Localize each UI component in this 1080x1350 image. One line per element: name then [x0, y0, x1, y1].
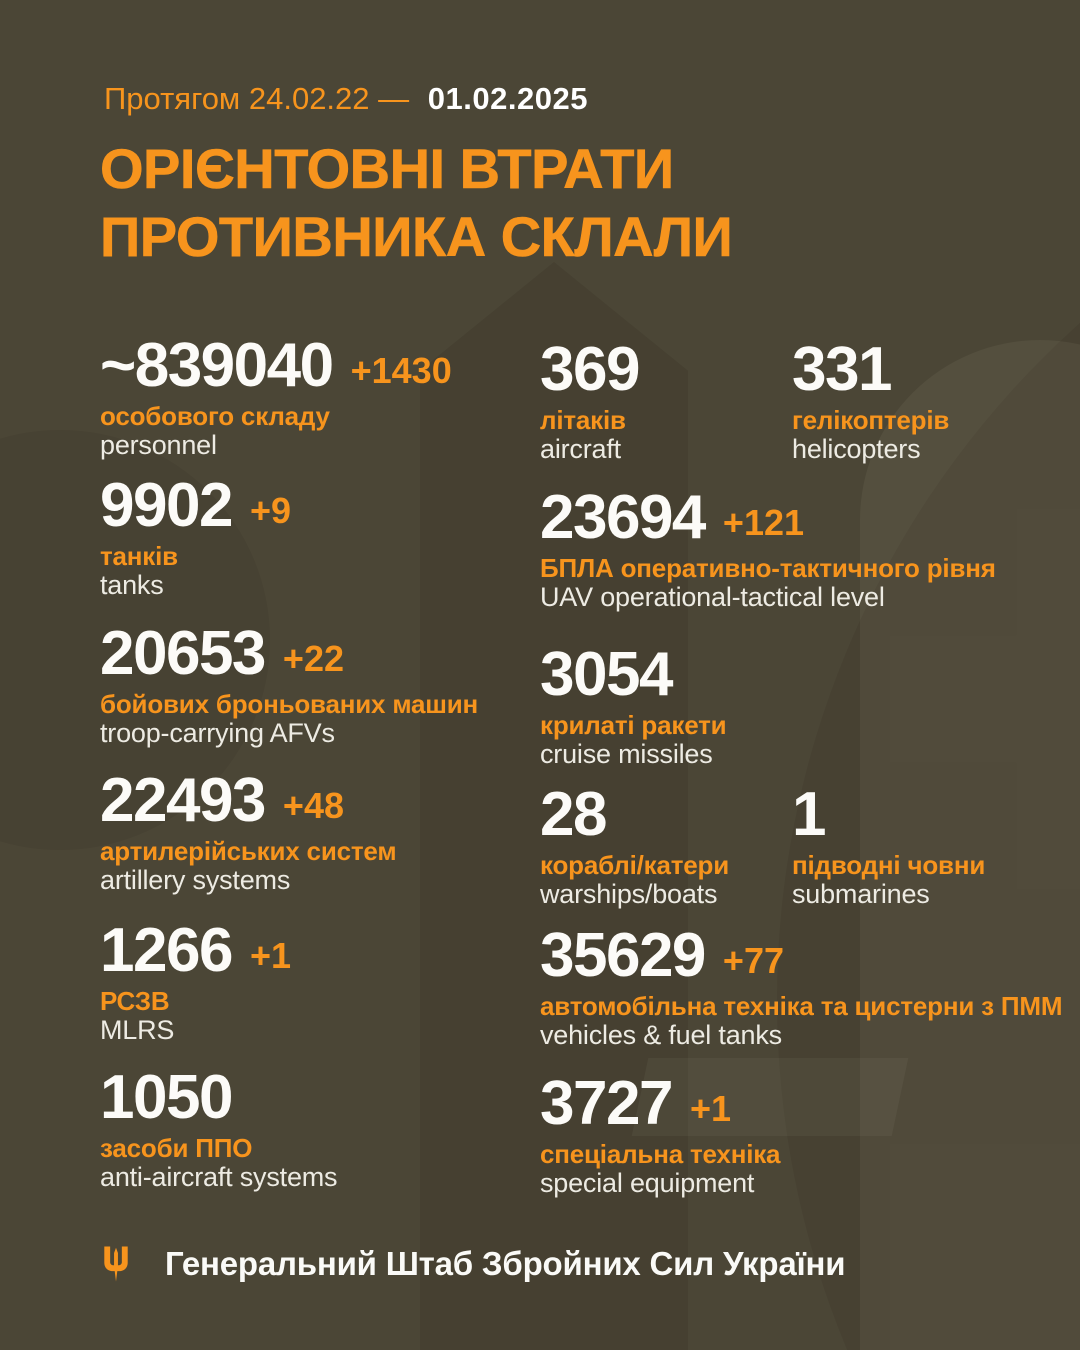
stat-label-en: vehicles & fuel tanks: [540, 1020, 782, 1050]
stat-label-en: personnel: [100, 430, 217, 460]
stat-value: 28: [540, 780, 607, 849]
stat-aircraft: 369 літаків aircraft: [540, 339, 657, 464]
stat-value: 9902: [100, 471, 233, 540]
stat-label-uk: підводні човни: [792, 850, 986, 880]
stat-helicopters: 331 гелікоптерів helicopters: [792, 339, 950, 464]
footer: Генеральний Штаб Збройних Сил України: [103, 1245, 846, 1283]
stat-value: 1050: [100, 1063, 233, 1132]
stat-label-uk: спеціальна техніка: [540, 1139, 781, 1169]
stat-value: 35629: [540, 921, 706, 990]
stat-label-en: UAV operational-tactical level: [540, 582, 885, 612]
stat-anti-aircraft: 1050 засоби ППО anti-aircraft systems: [100, 1067, 338, 1192]
stat-delta: +9: [249, 490, 291, 531]
stat-label-en: anti-aircraft systems: [100, 1162, 338, 1192]
stat-label-uk: автомобільна техніка та цистерни з ПММ: [540, 991, 1063, 1021]
stat-value: ~839040: [100, 331, 334, 400]
stat-value: 3727: [540, 1069, 673, 1138]
stat-label-en: MLRS: [100, 1015, 175, 1045]
stat-mlrs: 1266 +1 РСЗВ MLRS: [100, 920, 291, 1045]
trident-watermark-circle: [777, 92, 1080, 1350]
stat-value: 3054: [540, 640, 673, 709]
stat-artillery: 22493 +48 артилерійських систем artillery…: [100, 770, 397, 895]
stat-label-uk: засоби ППО: [100, 1133, 253, 1163]
stat-label-uk: артилерійських систем: [100, 836, 397, 866]
stat-value: 369: [540, 335, 640, 404]
stat-value: 23694: [540, 483, 706, 552]
stat-personnel: ~839040 +1430 особового складу personnel: [100, 335, 452, 460]
stat-label-uk: особового складу: [100, 401, 330, 431]
page-title-line2: ПРОТИВНИКА СКЛАЛИ: [100, 205, 733, 268]
page-title-line1: ОРІЄНТОВНІ ВТРАТИ: [100, 137, 675, 200]
stat-label-en: cruise missiles: [540, 739, 713, 769]
stat-label-en: helicopters: [792, 434, 921, 464]
trident-icon: [103, 1246, 129, 1282]
stat-label-en: warships/boats: [540, 879, 718, 909]
stat-value: 22493: [100, 766, 266, 835]
stat-value: 331: [792, 335, 892, 404]
stat-afv: 20653 +22 бойових броньованих машин troop…: [100, 623, 479, 748]
stat-label-uk: БПЛА оперативно-тактичного рівня: [540, 553, 996, 583]
stat-vehicles-fuel: 35629 +77 автомобільна техніка та цистерн…: [540, 925, 1063, 1050]
stat-label-uk: танків: [100, 541, 178, 571]
stat-label-en: special equipment: [540, 1168, 755, 1198]
stat-label-en: aircraft: [540, 434, 621, 464]
stat-delta: +1: [249, 935, 291, 976]
stat-value: 1: [792, 780, 826, 849]
stat-label-uk: крилаті ракети: [540, 710, 727, 740]
date-range-prefix: Протягом 24.02.22 —: [104, 81, 410, 116]
stat-delta: +77: [722, 940, 784, 981]
stat-delta: +1: [689, 1088, 731, 1129]
stat-special-equipment: 3727 +1 спеціальна техніка special equipm…: [540, 1073, 781, 1198]
date-range: Протягом 24.02.22 — 01.02.2025: [104, 82, 588, 116]
stat-label-uk: літаків: [540, 405, 626, 435]
stat-label-uk: бойових броньованих машин: [100, 689, 479, 719]
stat-warships: 28 кораблі/катери warships/boats: [540, 784, 730, 909]
stat-value: 20653: [100, 619, 266, 688]
stat-value: 1266: [100, 916, 233, 985]
stat-submarines: 1 підводні човни submarines: [792, 784, 986, 909]
stat-delta: +121: [722, 502, 805, 543]
stat-label-en: troop-carrying AFVs: [100, 718, 335, 748]
stat-label-en: submarines: [792, 879, 930, 909]
date-current: 01.02.2025: [427, 81, 588, 116]
stat-label-en: tanks: [100, 570, 164, 600]
stat-tanks: 9902 +9 танків tanks: [100, 475, 291, 600]
stat-delta: +48: [282, 785, 344, 826]
stat-cruise-missiles: 3054 крилаті ракети cruise missiles: [540, 644, 727, 769]
stat-label-en: artillery systems: [100, 865, 291, 895]
stat-label-uk: кораблі/катери: [540, 850, 730, 880]
org-name: Генеральний Штаб Збройних Сил України: [165, 1245, 846, 1282]
stat-delta: +22: [282, 638, 344, 679]
stat-label-uk: гелікоптерів: [792, 405, 950, 435]
stat-label-uk: РСЗВ: [100, 986, 170, 1016]
stat-delta: +1430: [350, 350, 452, 391]
stat-uav: 23694 +121 БПЛА оперативно-тактичного рів…: [540, 487, 996, 612]
